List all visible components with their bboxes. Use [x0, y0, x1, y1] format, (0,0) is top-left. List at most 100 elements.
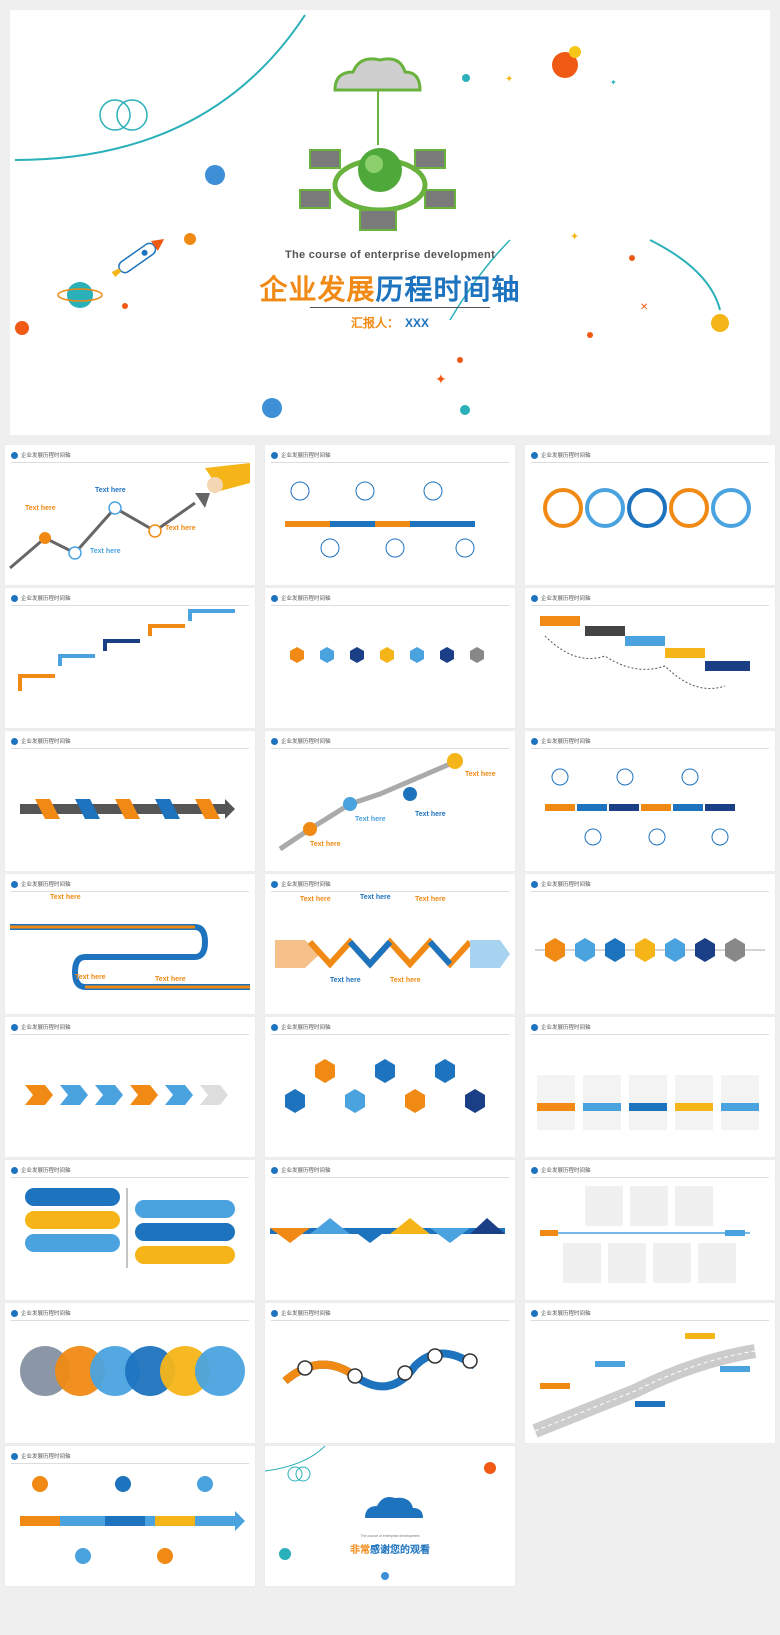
- slide-header: 企业发展历程时间轴: [281, 882, 331, 888]
- reporter-label: 汇报人：: [350, 316, 399, 330]
- slide-thumbnail-19[interactable]: 企业发展历程时间轴: [5, 1303, 255, 1443]
- s1-text2: Text here: [25, 505, 56, 512]
- cover-divider: [310, 307, 490, 308]
- end-title-orange: 非常: [350, 1545, 370, 1556]
- pill-timeline: [25, 1188, 235, 1268]
- slide-thumbnail-3[interactable]: 企业发展历程时间轴: [525, 445, 775, 585]
- s1-text1: Text here: [95, 487, 126, 494]
- slide-thumbnail-6[interactable]: 企业发展历程时间轴: [525, 588, 775, 728]
- slide-thumbnail-2[interactable]: 企业发展历程时间轴: [265, 445, 515, 585]
- slide-header: 企业发展历程时间轴: [281, 596, 331, 602]
- slide-header: 企业发展历程时间轴: [281, 1311, 331, 1317]
- s11-text5: Text here: [390, 977, 421, 984]
- cover-title-orange: 企业发展: [259, 273, 376, 306]
- s11-text2: Text here: [360, 894, 391, 901]
- cloud-icon: [11, 451, 18, 459]
- slide-thumbnail-22[interactable]: 企业发展历程时间轴: [5, 1446, 255, 1586]
- svg-text:✦: ✦: [610, 78, 617, 87]
- cover-reporter: 汇报人： XXX: [10, 314, 770, 331]
- svg-text:✕: ✕: [640, 302, 648, 313]
- icon-arrow-timeline: [20, 1476, 245, 1564]
- arrow-timeline: [285, 481, 475, 558]
- staircase-timeline: [18, 609, 235, 691]
- s10-text3: Text here: [155, 976, 186, 983]
- chevron-zigzag-timeline: [275, 937, 510, 969]
- slide-header: 企业发展历程时间轴: [281, 453, 331, 459]
- slide-thumbnail-12[interactable]: 企业发展历程时间轴: [525, 874, 775, 1014]
- cover-slide[interactable]: ✦ ✦ ✕ ✦ ✦ The course of enterprise devel…: [10, 10, 770, 435]
- winding-road-timeline: [10, 924, 250, 990]
- arrow-band-timeline: [545, 768, 735, 846]
- circle-overlap-timeline: [20, 1346, 245, 1396]
- slide-thumbnail-1[interactable]: 企业发展历程时间轴 Text here Text here Text here …: [5, 445, 255, 585]
- hexagon-timeline: [290, 647, 484, 663]
- ring-timeline: [543, 488, 751, 528]
- triangle-band-timeline: [270, 1218, 505, 1243]
- slide-header: 企业发展历程时间轴: [281, 739, 331, 745]
- slide-header: 企业发展历程时间轴: [541, 453, 591, 459]
- slide-header: 企业发展历程时间轴: [21, 1311, 71, 1317]
- svg-text:✦: ✦: [505, 74, 513, 85]
- slide-header: 企业发展历程时间轴: [541, 739, 591, 745]
- s11-text1: Text here: [300, 896, 331, 903]
- slide-header: 企业发展历程时间轴: [21, 596, 71, 602]
- s8-text2: Text here: [355, 816, 386, 823]
- rising-arrow-chart: [278, 753, 463, 852]
- slide-header: 企业发展历程时间轴: [21, 1025, 71, 1031]
- s8-text4: Text here: [310, 841, 341, 848]
- slide-header: 企业发展历程时间轴: [281, 1168, 331, 1174]
- s11-text4: Text here: [330, 977, 361, 984]
- slide-thumbnail-15[interactable]: 企业发展历程时间轴: [525, 1017, 775, 1157]
- svg-text:✦: ✦: [570, 231, 579, 243]
- slide-header: 企业发展历程时间轴: [21, 1454, 71, 1460]
- slide-thumbnail-end[interactable]: The course of enterprise development 非常感…: [265, 1446, 515, 1586]
- slide-thumbnail-8[interactable]: 企业发展历程时间轴 Text here Text here Text here …: [265, 731, 515, 871]
- reporter-name: XXX: [405, 316, 430, 330]
- slide-thumbnail-14[interactable]: 企业发展历程时间轴: [265, 1017, 515, 1157]
- slide-header: 企业发展历程时间轴: [281, 1025, 331, 1031]
- end-slide-illustration: [265, 1446, 496, 1580]
- slide-header: 企业发展历程时间轴: [541, 596, 591, 602]
- slide-header: 企业发展历程时间轴: [21, 739, 71, 745]
- dashed-path-timeline: [540, 616, 750, 689]
- card-timeline: [537, 1075, 759, 1130]
- slide-header: 企业发展历程时间轴: [21, 882, 71, 888]
- box-line-timeline: [540, 1186, 750, 1283]
- svg-text:✦: ✦: [435, 371, 447, 387]
- s8-text3: Text here: [415, 811, 446, 818]
- end-title-blue: 感谢您的观看: [370, 1545, 430, 1556]
- slide-thumbnail-16[interactable]: 企业发展历程时间轴: [5, 1160, 255, 1300]
- s1-text3: Text here: [90, 548, 121, 555]
- s11-text3: Text here: [415, 896, 446, 903]
- end-subtitle: The course of enterprise development: [360, 1534, 420, 1538]
- slide-thumbnail-4[interactable]: 企业发展历程时间轴: [5, 588, 255, 728]
- s10-text2: Text here: [75, 974, 106, 981]
- slide-thumbnail-21[interactable]: 企业发展历程时间轴: [525, 1303, 775, 1443]
- slide-header: 企业发展历程时间轴: [541, 882, 591, 888]
- end-title: 非常感谢您的观看: [265, 1541, 515, 1556]
- slide-thumbnail-9[interactable]: 企业发展历程时间轴: [525, 731, 775, 871]
- cover-subtitle: The course of enterprise development: [284, 249, 496, 261]
- slide-header: 企业发展历程时间轴: [541, 1025, 591, 1031]
- s10-text1: Text here: [50, 894, 81, 901]
- slide-thumbnail-7[interactable]: 企业发展历程时间轴: [5, 731, 255, 871]
- slide-thumbnail-13[interactable]: 企业发展历程时间轴: [5, 1017, 255, 1157]
- slide-header: 企业发展历程时间轴: [541, 1311, 591, 1317]
- slide-thumbnail-11[interactable]: 企业发展历程时间轴 Text here Text here Text here …: [265, 874, 515, 1014]
- slide-header: 企业发展历程时间轴: [541, 1168, 591, 1174]
- slide-thumbnail-18[interactable]: 企业发展历程时间轴: [525, 1160, 775, 1300]
- slide-thumbnail-grid: 企业发展历程时间轴 Text here Text here Text here …: [5, 445, 775, 1635]
- cover-illustration: ✦ ✦ ✕ ✦ ✦: [14, 14, 729, 418]
- honeycomb-timeline: [285, 1059, 485, 1113]
- slide-thumbnail-17[interactable]: 企业发展历程时间轴: [265, 1160, 515, 1300]
- cover-title-blue: 历程时间轴: [375, 273, 521, 306]
- slide-header: 企业发展历程时间轴: [21, 1168, 71, 1174]
- slide-thumbnail-10[interactable]: 企业发展历程时间轴 Text here Text here Text here: [5, 874, 255, 1014]
- cover-title: 企业发展历程时间轴: [10, 268, 770, 308]
- slide-thumbnail-20[interactable]: 企业发展历程时间轴: [265, 1303, 515, 1443]
- s1-text4: Text here: [165, 525, 196, 532]
- ribbon-timeline: [20, 799, 235, 819]
- s8-text1: Text here: [465, 771, 496, 778]
- hexagon-line-timeline: [535, 938, 765, 962]
- slide-thumbnail-5[interactable]: 企业发展历程时间轴: [265, 588, 515, 728]
